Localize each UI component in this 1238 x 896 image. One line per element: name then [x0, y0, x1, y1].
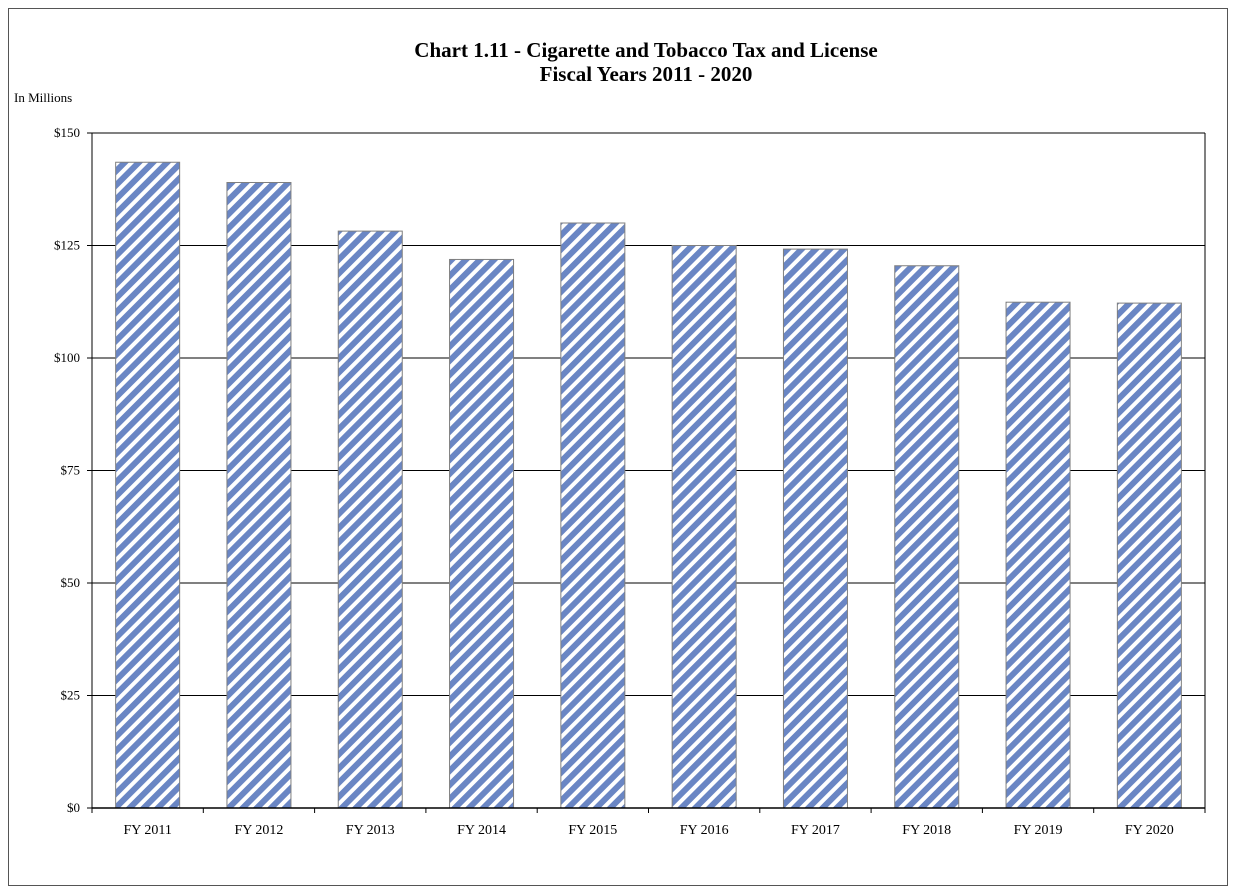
x-tick-label: FY 2016	[680, 823, 729, 838]
y-tick-label: $25	[61, 688, 81, 703]
chart-title-line1: Chart 1.11 - Cigarette and Tobacco Tax a…	[414, 38, 878, 62]
y-tick-label: $100	[54, 350, 80, 365]
bar-fy-2018	[894, 265, 960, 809]
x-tick-label: FY 2018	[902, 823, 951, 838]
y-tick-label: $50	[61, 575, 81, 590]
x-tick-label: FY 2017	[791, 823, 840, 838]
chart-subtitle: Fiscal Years 2011 - 2020	[539, 62, 753, 86]
x-tick-label: FY 2012	[235, 823, 284, 838]
y-tick-label: $150	[54, 125, 80, 140]
bar-fy-2015	[560, 222, 626, 809]
y-tick-label: $75	[61, 463, 81, 478]
x-tick-labels: FY 2011 FY 2012 FY 2013 FY 2014 FY 2015 FY 20…	[123, 823, 1173, 838]
bar-fy-2019	[1005, 301, 1071, 809]
y-tick-labels: $0 $25 $50 $75 $100 $125 $150	[54, 125, 80, 815]
bar-fy-2020	[1116, 302, 1182, 809]
x-tick-label: FY 2015	[568, 823, 617, 838]
bars	[115, 161, 1182, 809]
bar-fy-2016	[671, 245, 737, 809]
bar-fy-2014	[449, 258, 515, 809]
y-tick-label: $0	[67, 800, 80, 815]
bar-fy-2011	[115, 161, 181, 809]
bar-fy-2013	[337, 230, 403, 809]
chart-title: Chart 1.11 - Cigarette and Tobacco Tax a…	[0, 38, 1238, 86]
x-tick-label: FY 2019	[1014, 823, 1063, 838]
bar-fy-2017	[782, 248, 848, 809]
x-tick-label: FY 2013	[346, 823, 395, 838]
bar-fy-2012	[226, 182, 292, 809]
x-tick-label: FY 2020	[1125, 823, 1174, 838]
y-unit-label: In Millions	[14, 90, 73, 105]
x-tick-label: FY 2011	[123, 823, 171, 838]
axes	[87, 132, 1206, 813]
y-tick-label: $125	[54, 238, 80, 253]
x-tick-label: FY 2014	[457, 823, 506, 838]
